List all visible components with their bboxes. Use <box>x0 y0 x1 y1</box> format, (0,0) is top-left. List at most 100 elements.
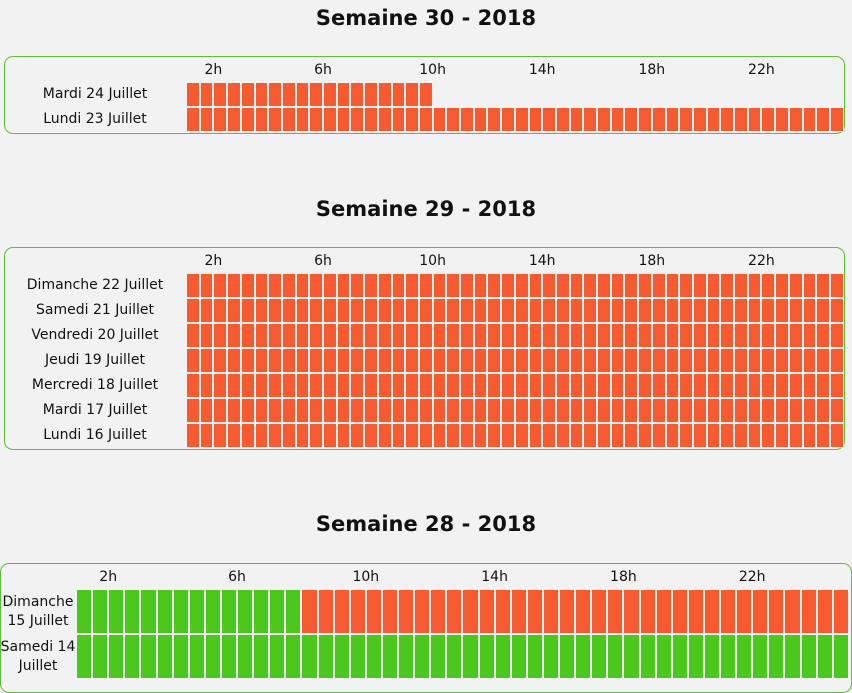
busy-slot-cell[interactable] <box>268 323 282 348</box>
busy-slot-cell[interactable] <box>309 298 323 323</box>
busy-slot-cell[interactable] <box>309 348 323 373</box>
busy-slot-cell[interactable] <box>542 298 556 323</box>
busy-slot-cell[interactable] <box>501 298 515 323</box>
busy-slot-cell[interactable] <box>515 323 529 348</box>
busy-slot-cell[interactable] <box>419 298 433 323</box>
busy-slot-cell[interactable] <box>542 273 556 298</box>
busy-slot-cell[interactable] <box>364 298 378 323</box>
busy-slot-cell[interactable] <box>255 107 268 132</box>
busy-slot-cell[interactable] <box>789 398 803 423</box>
busy-slot-cell[interactable] <box>803 373 816 398</box>
busy-slot-cell[interactable] <box>364 398 378 423</box>
busy-slot-cell[interactable] <box>652 398 666 423</box>
busy-slot-cell[interactable] <box>268 423 282 448</box>
busy-slot-cell[interactable] <box>430 589 446 634</box>
busy-slot-cell[interactable] <box>666 423 679 448</box>
free-slot-cell[interactable] <box>495 634 511 679</box>
busy-slot-cell[interactable] <box>392 398 405 423</box>
busy-slot-cell[interactable] <box>761 107 775 132</box>
busy-slot-cell[interactable] <box>378 348 392 373</box>
busy-slot-cell[interactable] <box>227 398 241 423</box>
busy-slot-cell[interactable] <box>720 423 734 448</box>
busy-slot-cell[interactable] <box>734 273 748 298</box>
busy-slot-cell[interactable] <box>227 298 241 323</box>
free-slot-cell[interactable] <box>833 634 849 679</box>
busy-slot-cell[interactable] <box>446 298 460 323</box>
busy-slot-cell[interactable] <box>529 273 542 298</box>
free-slot-cell[interactable] <box>479 634 495 679</box>
busy-slot-cell[interactable] <box>575 589 591 634</box>
busy-slot-cell[interactable] <box>186 107 200 132</box>
free-slot-cell[interactable] <box>92 634 108 679</box>
busy-slot-cell[interactable] <box>460 348 474 373</box>
busy-slot-cell[interactable] <box>350 423 364 448</box>
busy-slot-cell[interactable] <box>583 373 597 398</box>
busy-slot-cell[interactable] <box>350 323 364 348</box>
busy-slot-cell[interactable] <box>597 107 611 132</box>
busy-slot-cell[interactable] <box>666 348 679 373</box>
busy-slot-cell[interactable] <box>556 398 570 423</box>
busy-slot-cell[interactable] <box>693 273 707 298</box>
busy-slot-cell[interactable] <box>460 373 474 398</box>
busy-slot-cell[interactable] <box>542 398 556 423</box>
busy-slot-cell[interactable] <box>515 348 529 373</box>
busy-slot-cell[interactable] <box>364 82 378 107</box>
busy-slot-cell[interactable] <box>693 323 707 348</box>
free-slot-cell[interactable] <box>672 634 688 679</box>
busy-slot-cell[interactable] <box>529 107 542 132</box>
free-slot-cell[interactable] <box>108 634 124 679</box>
busy-slot-cell[interactable] <box>241 82 255 107</box>
busy-slot-cell[interactable] <box>405 398 419 423</box>
busy-slot-cell[interactable] <box>241 323 255 348</box>
busy-slot-cell[interactable] <box>707 423 720 448</box>
busy-slot-cell[interactable] <box>268 298 282 323</box>
busy-slot-cell[interactable] <box>775 273 789 298</box>
busy-slot-cell[interactable] <box>200 348 213 373</box>
busy-slot-cell[interactable] <box>501 373 515 398</box>
busy-slot-cell[interactable] <box>268 107 282 132</box>
busy-slot-cell[interactable] <box>241 273 255 298</box>
free-slot-cell[interactable] <box>607 634 623 679</box>
busy-slot-cell[interactable] <box>200 423 213 448</box>
busy-slot-cell[interactable] <box>789 323 803 348</box>
busy-slot-cell[interactable] <box>241 398 255 423</box>
busy-slot-cell[interactable] <box>364 323 378 348</box>
busy-slot-cell[interactable] <box>672 589 688 634</box>
busy-slot-cell[interactable] <box>405 107 419 132</box>
busy-slot-cell[interactable] <box>227 107 241 132</box>
busy-slot-cell[interactable] <box>227 348 241 373</box>
busy-slot-cell[interactable] <box>446 348 460 373</box>
busy-slot-cell[interactable] <box>652 323 666 348</box>
busy-slot-cell[interactable] <box>570 107 583 132</box>
busy-slot-cell[interactable] <box>707 298 720 323</box>
busy-slot-cell[interactable] <box>638 373 652 398</box>
busy-slot-cell[interactable] <box>789 423 803 448</box>
busy-slot-cell[interactable] <box>638 423 652 448</box>
busy-slot-cell[interactable] <box>529 373 542 398</box>
busy-slot-cell[interactable] <box>337 323 350 348</box>
free-slot-cell[interactable] <box>801 634 817 679</box>
busy-slot-cell[interactable] <box>186 323 200 348</box>
free-slot-cell[interactable] <box>221 634 237 679</box>
busy-slot-cell[interactable] <box>405 323 419 348</box>
free-slot-cell[interactable] <box>124 634 140 679</box>
busy-slot-cell[interactable] <box>761 348 775 373</box>
busy-slot-cell[interactable] <box>816 323 830 348</box>
busy-slot-cell[interactable] <box>378 82 392 107</box>
busy-slot-cell[interactable] <box>301 589 318 634</box>
busy-slot-cell[interactable] <box>378 423 392 448</box>
busy-slot-cell[interactable] <box>542 348 556 373</box>
free-slot-cell[interactable] <box>189 589 205 634</box>
free-slot-cell[interactable] <box>736 634 752 679</box>
busy-slot-cell[interactable] <box>640 589 656 634</box>
busy-slot-cell[interactable] <box>255 298 268 323</box>
busy-slot-cell[interactable] <box>296 398 309 423</box>
busy-slot-cell[interactable] <box>186 423 200 448</box>
busy-slot-cell[interactable] <box>350 82 364 107</box>
busy-slot-cell[interactable] <box>255 398 268 423</box>
busy-slot-cell[interactable] <box>789 298 803 323</box>
busy-slot-cell[interactable] <box>186 373 200 398</box>
busy-slot-cell[interactable] <box>515 373 529 398</box>
busy-slot-cell[interactable] <box>666 298 679 323</box>
free-slot-cell[interactable] <box>253 589 269 634</box>
